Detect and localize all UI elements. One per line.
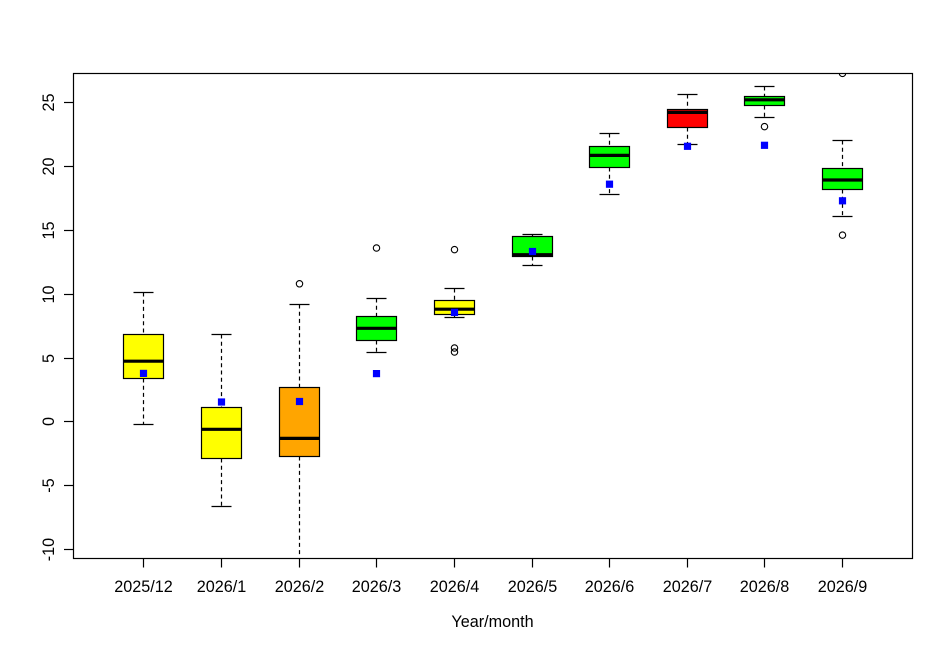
svg-text:-5: -5 [40, 478, 58, 492]
svg-text:2026/3: 2026/3 [352, 578, 402, 596]
svg-text:0: 0 [40, 417, 58, 426]
svg-text:5: 5 [40, 354, 58, 363]
svg-text:2026/8: 2026/8 [740, 578, 790, 596]
svg-text:2025/12: 2025/12 [114, 578, 173, 596]
svg-text:2026/9: 2026/9 [818, 578, 868, 596]
svg-text:2026/5: 2026/5 [508, 578, 558, 596]
svg-text:2026/1: 2026/1 [197, 578, 247, 596]
svg-text:2026/2: 2026/2 [275, 578, 325, 596]
svg-text:2026/7: 2026/7 [663, 578, 713, 596]
svg-text:20: 20 [40, 157, 58, 175]
svg-text:10: 10 [40, 285, 58, 303]
svg-text:Year/month: Year/month [451, 613, 533, 631]
svg-text:2026/6: 2026/6 [585, 578, 635, 596]
svg-text:25: 25 [40, 93, 58, 111]
svg-text:15: 15 [40, 221, 58, 239]
svg-text:2026/4: 2026/4 [430, 578, 480, 596]
svg-text:-10: -10 [40, 538, 58, 561]
